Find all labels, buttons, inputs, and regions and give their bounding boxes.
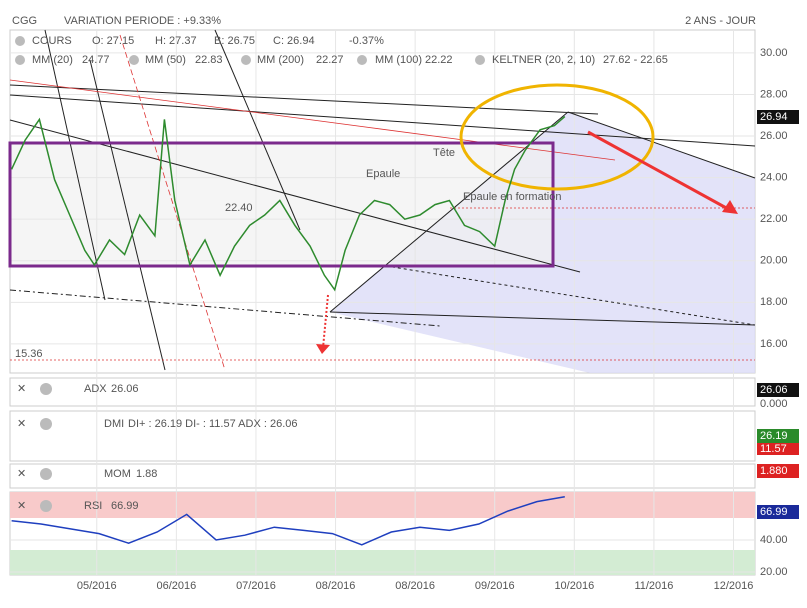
legend-keltner-value: 27.62 - 22.65 [603, 54, 668, 66]
legend-mm100-value: 22.22 [425, 54, 453, 66]
variation: VARIATION PERIODE : +9.33% [64, 15, 221, 27]
y-tick-label: 20.00 [760, 566, 788, 578]
adx-badge-bg [757, 383, 799, 397]
rsi-oversold [10, 550, 755, 575]
mom-badge-bg [757, 464, 799, 478]
series-line [11, 496, 565, 546]
x-tick-label: 12/2016 [714, 580, 754, 592]
adx-badge: 26.06 [760, 384, 788, 396]
svg-text:✕: ✕ [17, 468, 26, 480]
dmi-badge-bg [757, 429, 799, 443]
y-tick-label: 22.00 [760, 213, 788, 225]
dmi-badge-bg [757, 443, 799, 455]
period: 2 ANS - JOUR [685, 15, 756, 27]
red-lines [9, 34, 755, 371]
rsi-badge-bg [757, 505, 799, 519]
price-badge: 26.94 [760, 111, 788, 123]
x-tick-label: 08/2016 [395, 580, 435, 592]
mom-badge: 1.880 [760, 465, 788, 477]
legend-mm100: MM (100) [375, 54, 422, 66]
svg-text:✕: ✕ [17, 418, 26, 430]
mom-value: 1.88 [136, 468, 157, 480]
legend-low: B: 26.75 [214, 35, 255, 47]
legend-mm50: MM (50) [145, 54, 186, 66]
dmi-value: DI+ : 26.19 DI- : 11.57 ADX : 26.06 [128, 418, 297, 430]
y-tick-label: 18.00 [760, 296, 788, 308]
adx-zero: 0.000 [760, 398, 788, 410]
y-tick-label: 20.00 [760, 255, 788, 267]
y-tick-label: 40.00 [760, 534, 788, 546]
arrow-dotted [322, 294, 329, 349]
x-tick-label: 11/2016 [634, 580, 673, 592]
annotation: Tête [433, 147, 455, 159]
rsi-badge: 66.99 [760, 506, 788, 518]
x-tick-label: 06/2016 [156, 580, 196, 592]
legend-mm200-value: 22.27 [316, 54, 344, 66]
mom-panel [9, 463, 756, 489]
legend-mm200: MM (200) [257, 54, 304, 66]
x-tick-label: 10/2016 [554, 580, 594, 592]
x-tick-label: 07/2016 [236, 580, 276, 592]
dmi-label: DMI [104, 418, 124, 430]
legend-change: -0.37% [349, 35, 384, 47]
annotation: 15.36 [15, 348, 43, 360]
x-tick-label: 08/2016 [316, 580, 356, 592]
legend-open: O: 27.15 [92, 35, 134, 47]
arrow-head [316, 344, 330, 354]
rsi-label: RSI [84, 500, 102, 512]
dmi-panel [9, 410, 756, 462]
legend-high: H: 27.37 [155, 35, 197, 47]
arrow [587, 130, 731, 212]
range-box [8, 141, 555, 268]
toolbar-icons: ✕ ✕ ✕ ✕ [15, 36, 485, 512]
series-line [10, 115, 566, 292]
y-tick-label: 24.00 [760, 172, 788, 184]
highlight-ellipse [459, 83, 655, 191]
svg-text:✕: ✕ [17, 383, 26, 395]
y-tick-label: 26.00 [760, 130, 788, 142]
y-tick-label: 30.00 [760, 47, 788, 59]
annotation: 22.40 [225, 202, 253, 214]
legend-keltner: KELTNER (20, 2, 10) [492, 54, 595, 66]
mom-label: MOM [104, 468, 131, 480]
price-badge-bg [757, 110, 799, 124]
y-tick-label: 16.00 [760, 338, 788, 350]
arrow-head [722, 200, 738, 214]
dmi-badge: 11.57 [760, 443, 787, 455]
adx-value: 26.06 [111, 383, 139, 395]
rsi-overbought [10, 492, 755, 518]
rsi-value: 66.99 [111, 500, 139, 512]
trend-lines [9, 29, 756, 371]
legend-cours: COURS [32, 35, 72, 47]
symbol: CGG [12, 15, 37, 27]
legend-mm20: MM (20) [32, 54, 73, 66]
adx-label: ADX [84, 383, 107, 395]
annotation: Epaule [366, 168, 400, 180]
legend-mm20-value: 24.77 [82, 54, 110, 66]
legend-close: C: 26.94 [273, 35, 315, 47]
y-tick-label: 28.00 [760, 88, 788, 100]
dmi-badge: 26.19 [760, 430, 788, 442]
x-tick-label: 09/2016 [475, 580, 515, 592]
annotation: Epaule en formation [463, 191, 561, 203]
svg-text:✕: ✕ [17, 500, 26, 512]
x-tick-label: 05/2016 [77, 580, 117, 592]
adx-panel [9, 377, 756, 407]
legend-mm50-value: 22.83 [195, 54, 223, 66]
